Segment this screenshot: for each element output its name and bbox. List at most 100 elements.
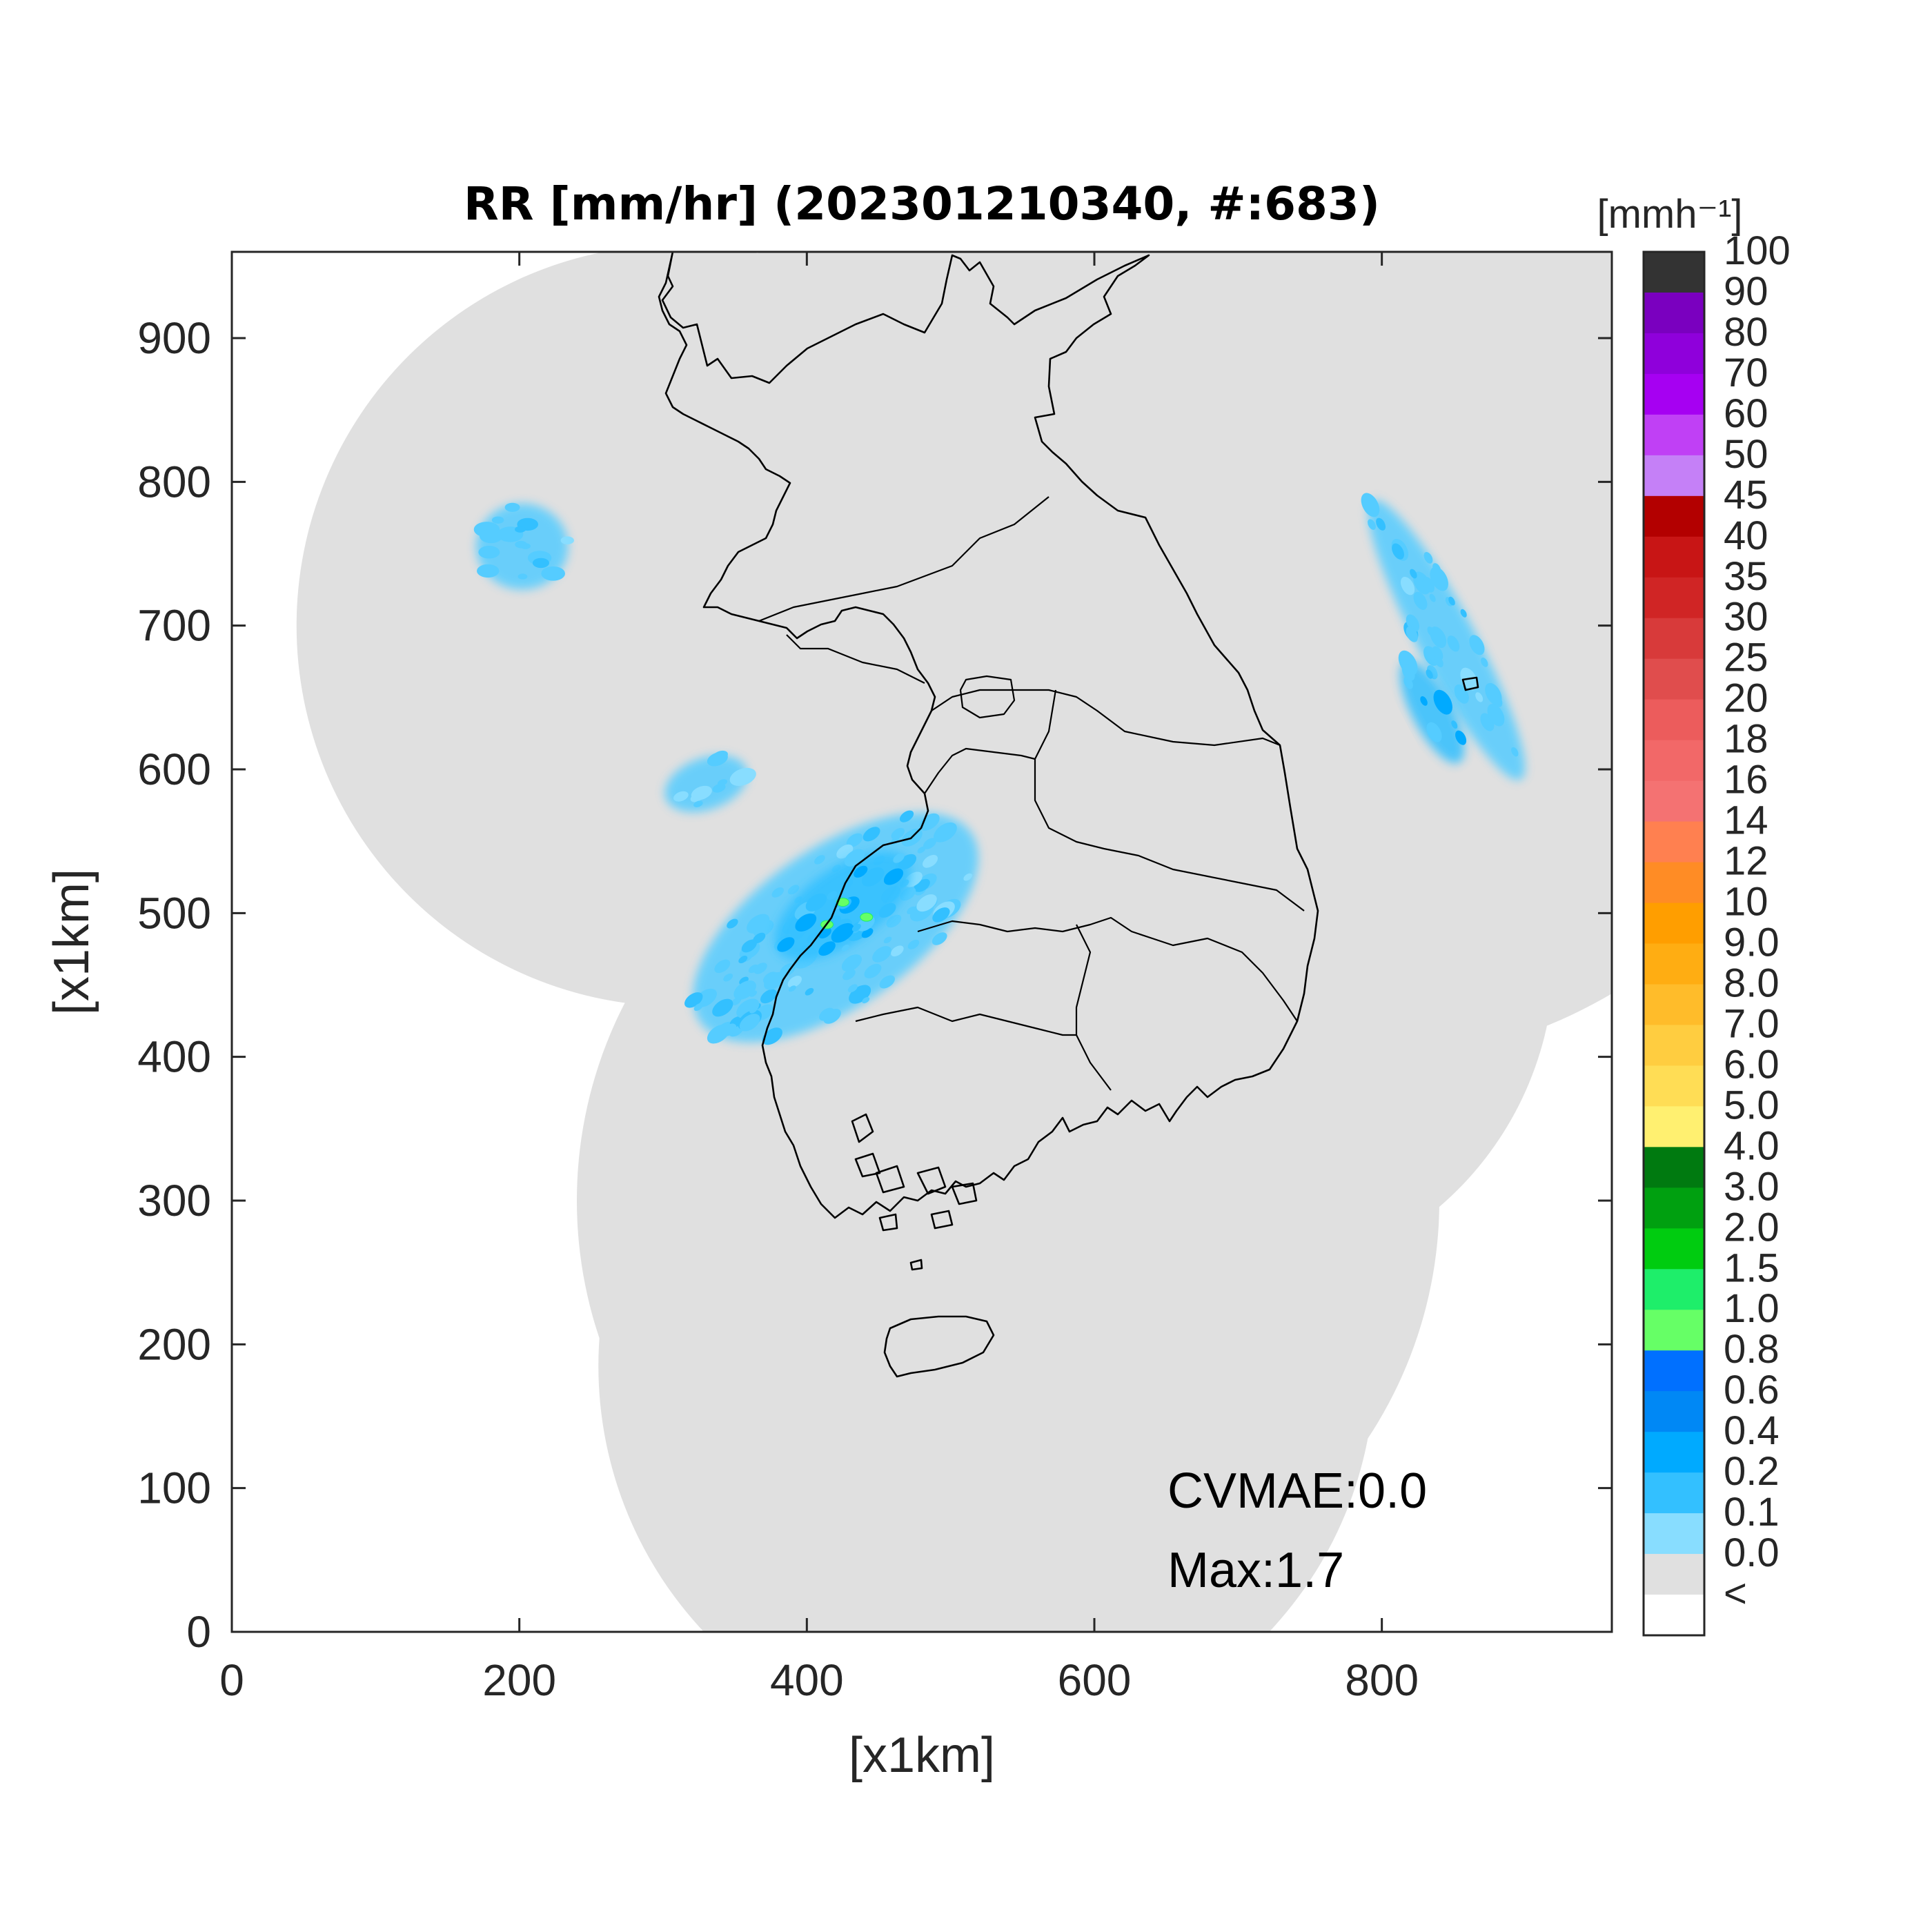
- colorbar: 100908070605045403530252018161412109.08.…: [1642, 228, 1791, 1637]
- precip-cell: [1426, 722, 1442, 742]
- precip-envelope: [1368, 500, 1526, 780]
- precip-cell: [1455, 730, 1467, 745]
- colorbar-swatch: [1644, 903, 1704, 945]
- colorbar-tick-label: 1.0: [1724, 1286, 1780, 1331]
- precip-cell: [931, 932, 947, 945]
- precip-cell: [1429, 593, 1436, 602]
- y-tick-label: 300: [137, 1176, 211, 1225]
- precip-cell: [504, 502, 520, 512]
- colorbar-swatch: [1644, 455, 1704, 497]
- y-tick-label: 0: [186, 1607, 211, 1657]
- x-axis-label: [x1km]: [849, 1728, 995, 1783]
- plot-frame: [230, 250, 1613, 1633]
- y-axis: 0 100 200 300 400 500 600 700 800 900: [137, 313, 1612, 1657]
- precip-cell: [879, 975, 895, 989]
- colorbar-swatch: [1644, 1432, 1704, 1473]
- precip-cell: [862, 827, 880, 842]
- precip-cell: [560, 536, 574, 545]
- precip-cell: [899, 810, 914, 822]
- colorbar-swatch: [1644, 292, 1704, 334]
- colorbar-tick-label: 60: [1724, 391, 1768, 436]
- colorbar-tick-label: 40: [1724, 513, 1768, 558]
- colorbar-swatch: [1644, 618, 1704, 660]
- precip-cell: [846, 833, 863, 847]
- x-tick-label: 0: [219, 1655, 244, 1705]
- precip-cell: [1430, 566, 1448, 591]
- precip-cell: [1511, 747, 1519, 757]
- colorbar-swatch: [1644, 780, 1704, 822]
- y-tick-label: 100: [137, 1463, 211, 1513]
- precip-cell: [872, 946, 891, 963]
- precip-cell: [789, 985, 796, 992]
- colorbar-swatch: [1644, 1391, 1704, 1432]
- colorbar-tick-label: 3.0: [1724, 1164, 1780, 1209]
- colorbar-frame: [1642, 250, 1706, 1637]
- colorbar-tick-label: 0.1: [1724, 1490, 1780, 1535]
- colorbar-tick-label: 0.8: [1724, 1327, 1780, 1372]
- precip-cell: [515, 540, 527, 549]
- precip-cell: [712, 750, 728, 762]
- dokdo-islet: [1461, 676, 1479, 691]
- colorbar-swatch: [1644, 1350, 1704, 1392]
- precip-cell: [723, 973, 733, 982]
- precip-cell: [714, 959, 731, 974]
- colorbar-unit-label: [mmh⁻¹]: [1597, 192, 1742, 237]
- colorbar-swatch: [1644, 373, 1704, 415]
- precip-cell: [841, 944, 849, 952]
- precip-cell: [1413, 591, 1428, 610]
- colorbar-tick-label: <: [1724, 1571, 1747, 1616]
- colorbar-swatch: [1644, 495, 1704, 538]
- colorbar-swatch: [1644, 1147, 1704, 1188]
- colorbar-swatch: [1644, 699, 1704, 741]
- x-tick-label: 400: [770, 1655, 844, 1705]
- precip-cell: [753, 920, 774, 938]
- precip-cell: [922, 854, 938, 868]
- precip-cell: [963, 873, 973, 881]
- colorbar-swatch: [1644, 1554, 1704, 1595]
- colorbar-tick-label: 50: [1724, 432, 1768, 477]
- x-tick-label: 200: [482, 1655, 556, 1705]
- precip-cell: [916, 894, 937, 912]
- precip-cell: [1361, 493, 1380, 518]
- colorbar-swatch: [1644, 1472, 1704, 1514]
- precip-cell: [741, 939, 757, 953]
- precip-cell: [729, 767, 756, 787]
- colorbar-tick-label: 0.0: [1724, 1530, 1780, 1575]
- colorbar-tick-label: 25: [1724, 635, 1768, 680]
- precip-cell: [515, 526, 526, 533]
- y-tick-label: 500: [137, 888, 211, 938]
- precip-cell: [762, 1027, 782, 1045]
- precip-cell: [854, 865, 868, 878]
- precip-region-northwest-cluster: [473, 502, 574, 590]
- precip-cell: [1475, 692, 1483, 702]
- precip-cell: [805, 987, 814, 996]
- colorbar-swatch: [1644, 577, 1704, 619]
- y-tick-label: 200: [137, 1319, 211, 1369]
- colorbar-tick-label: 90: [1724, 269, 1768, 314]
- precip-cell: [1487, 704, 1505, 727]
- colorbar-swatch: [1644, 943, 1704, 985]
- colorbar-swatch: [1644, 740, 1704, 782]
- precip-cell: [712, 998, 733, 1017]
- colorbar-tick-label: 1.5: [1724, 1245, 1780, 1290]
- precip-cell: [712, 783, 726, 793]
- colorbar-swatch: [1644, 1106, 1704, 1147]
- province-boundaries: [758, 496, 1305, 1091]
- precip-cell: [1433, 689, 1452, 715]
- precip-cell: [1435, 656, 1443, 668]
- precip-cell: [693, 1003, 703, 1012]
- colorbar-swatch: [1644, 1025, 1704, 1067]
- precip-cell: [883, 936, 892, 944]
- jeju-island: [883, 1315, 995, 1378]
- precip-cell: [1426, 669, 1433, 679]
- precip-cell: [861, 867, 885, 887]
- y-axis-label: [x1km]: [44, 869, 99, 1015]
- precip-cell: [764, 972, 785, 990]
- colorbar-tick-label: 80: [1724, 310, 1768, 355]
- precip-cell: [819, 1007, 835, 1021]
- chart-title: RR [mm/hr] (202301210340, #:683): [464, 177, 1380, 230]
- colorbar-tick-label: 9.0: [1724, 920, 1780, 965]
- max-annotation: Max:1.7: [1167, 1543, 1344, 1598]
- x-axis: 0 200 400 600 800: [219, 252, 1419, 1705]
- colorbar-swatch: [1644, 821, 1704, 863]
